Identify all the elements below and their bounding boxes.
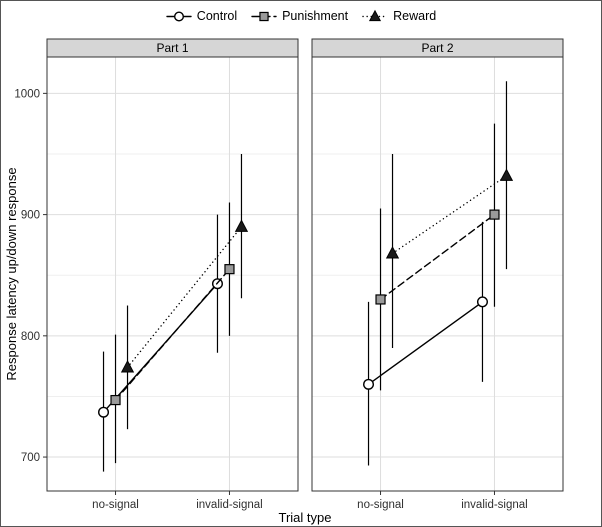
series-line-punishment xyxy=(114,268,231,401)
marker-circle-control xyxy=(98,406,110,418)
marker-square-punishment xyxy=(224,264,235,275)
legend-label-reward: Reward xyxy=(393,9,437,23)
x-axis-title: Trial type xyxy=(279,510,332,525)
x-tick-label: invalid-signal xyxy=(461,499,527,511)
y-tick-label: 800 xyxy=(21,331,40,343)
series-line-control xyxy=(367,301,484,386)
legend-item-control: Control xyxy=(166,9,237,24)
facet-strip-label: Part 2 xyxy=(421,41,453,55)
chart-legend: Control Punishment Reward xyxy=(1,3,601,29)
marker-circle-control xyxy=(173,10,184,22)
x-tick-label: no-signal xyxy=(92,499,139,511)
series-line-punishment xyxy=(379,213,496,301)
facet-strip xyxy=(311,38,564,58)
marker-circle-control xyxy=(363,378,375,390)
facet-strip xyxy=(46,38,299,58)
marker-circle-control xyxy=(476,296,488,308)
panel-background xyxy=(47,57,298,491)
marker-triangle-reward xyxy=(234,219,249,232)
series-line-reward xyxy=(391,175,508,255)
y-axis-title: Response latency up/down response xyxy=(4,167,19,380)
x-tick-label: invalid-signal xyxy=(196,499,262,511)
panel-background xyxy=(312,57,563,491)
marker-square-punishment xyxy=(375,294,386,305)
legend-item-punishment: Punishment xyxy=(251,9,348,24)
y-tick-label: 1000 xyxy=(14,88,40,100)
legend-label-punishment: Punishment xyxy=(282,9,349,23)
y-tick-label: 700 xyxy=(21,452,40,464)
marker-triangle-reward xyxy=(369,9,382,21)
marker-square-punishment xyxy=(259,11,269,21)
panels-layer: Part 1 no-signal invalid-signal Part 2 no-si… xyxy=(14,38,564,511)
legend-label-control: Control xyxy=(196,9,238,23)
marker-square-punishment xyxy=(110,394,121,406)
marker-square-punishment xyxy=(489,209,500,220)
legend-key-control-icon xyxy=(166,10,192,22)
facet-strip-label: Part 1 xyxy=(156,41,188,55)
marker-triangle-reward xyxy=(120,359,135,373)
legend-key-reward-icon xyxy=(362,9,388,21)
marker-triangle-reward xyxy=(499,168,514,181)
marker-triangle-reward xyxy=(385,246,400,259)
series-line-reward xyxy=(126,226,243,369)
legend-item-reward: Reward xyxy=(362,9,436,24)
legend-key-punishment-icon xyxy=(251,11,277,21)
y-tick-label: 900 xyxy=(21,210,40,222)
x-tick-label: no-signal xyxy=(357,499,404,511)
